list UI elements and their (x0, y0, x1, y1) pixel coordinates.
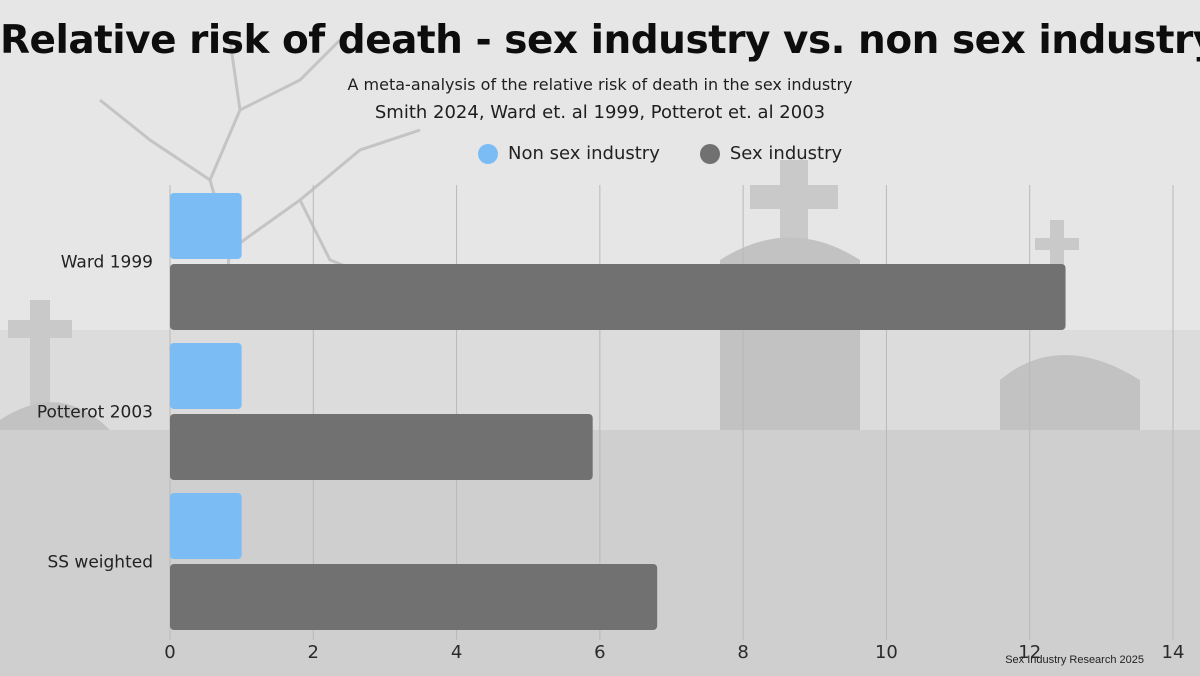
legend-item-sex-industry: Sex industry (699, 143, 843, 164)
legend-swatch-sex-industry (699, 143, 720, 164)
legend-label-non-sex-industry: Non sex industry (508, 143, 660, 164)
bar-ss-weighted-non-sex-industry (170, 493, 242, 559)
legend-label-sex-industry: Sex industry (729, 143, 843, 164)
x-tick-label-6: 6 (594, 642, 605, 663)
bar-ss-weighted-sex-industry (170, 564, 658, 630)
category-label-potterot-2003: Potterot 2003 (37, 403, 153, 423)
category-label-ward-1999: Ward 1999 (61, 253, 153, 273)
chart-subtitle: A meta-analysis of the relative risk of … (347, 75, 853, 94)
legend-swatch-non-sex-industry (478, 143, 498, 164)
x-tick-label-12: 12 (1018, 642, 1041, 663)
bar-ward-1999-non-sex-industry (170, 193, 242, 259)
bar-ward-1999-sex-industry (170, 264, 1066, 330)
legend-item-non-sex-industry: Non sex industry (478, 143, 660, 164)
chart-legend: Non sex industry Sex industry (478, 143, 882, 164)
x-tick-label-8: 8 (737, 642, 748, 663)
bar-potterot-2003-sex-industry (170, 414, 593, 480)
x-tick-label-4: 4 (451, 642, 462, 663)
chart-title: Relative risk of death - sex industry vs… (0, 18, 1200, 63)
chart-sources: Smith 2024, Ward et. al 1999, Potterot e… (374, 102, 826, 123)
x-tick-label-14: 14 (1162, 642, 1185, 663)
x-tick-label-2: 2 (308, 642, 319, 663)
x-tick-label-0: 0 (164, 642, 175, 663)
bar-potterot-2003-non-sex-industry (170, 343, 242, 409)
x-tick-label-10: 10 (875, 642, 898, 663)
category-label-ss-weighted: SS weighted (47, 553, 153, 573)
footer-credit: Sex Industry Research 2025 (1005, 654, 1144, 666)
